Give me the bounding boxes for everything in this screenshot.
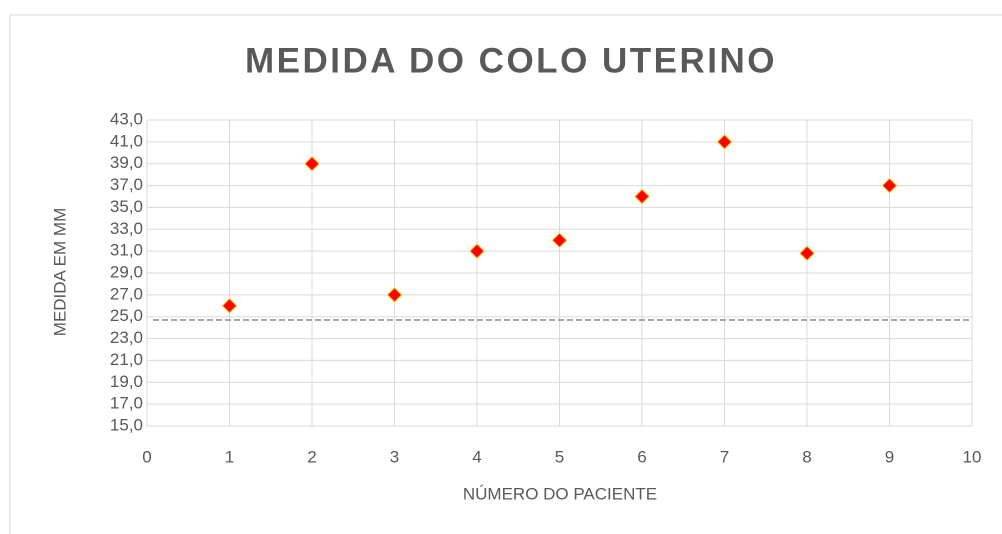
x-axis-label: NÚMERO DO PACIENTE	[463, 484, 657, 503]
y-tick-label: 15,0	[110, 415, 143, 434]
x-tick-label: 10	[963, 447, 982, 466]
data-point	[469, 243, 485, 259]
data-point	[716, 134, 733, 150]
x-tick-label: 7	[720, 447, 729, 466]
x-tick-label: 0	[142, 447, 151, 466]
y-tick-label: 23,0	[110, 328, 143, 347]
y-tick-label: 33,0	[110, 219, 143, 238]
chart-border	[9, 14, 1002, 534]
y-tick-label: 37,0	[110, 175, 143, 194]
y-tick-label: 27,0	[110, 284, 143, 303]
y-axis-label: MEDIDA EM MM	[50, 208, 69, 336]
y-tick-label: 41,0	[110, 131, 143, 150]
x-tick-label: 6	[637, 447, 646, 466]
x-tick-label: 8	[802, 447, 811, 466]
y-tick-label: 17,0	[110, 394, 143, 413]
data-point	[221, 298, 238, 314]
x-tick-label: 9	[885, 447, 894, 466]
x-tick-label: 5	[555, 447, 564, 466]
data-point	[634, 188, 650, 205]
data-point	[799, 245, 815, 262]
y-tick-label: 35,0	[110, 197, 143, 216]
data-point	[386, 287, 403, 303]
y-tick-label: 43,0	[110, 109, 143, 128]
chart-title: MEDIDA DO COLO UTERINO	[245, 41, 777, 80]
y-tick-label: 39,0	[110, 153, 143, 172]
x-tick-label: 4	[472, 447, 481, 466]
x-tick-label: 2	[307, 447, 316, 466]
y-tick-label: 25,0	[110, 306, 143, 325]
data-point	[551, 232, 568, 248]
y-tick-label: 29,0	[110, 262, 143, 281]
y-tick-label: 31,0	[110, 241, 143, 260]
data-point	[304, 156, 320, 172]
y-tick-label: 21,0	[110, 350, 143, 369]
y-tick-label: 19,0	[110, 372, 143, 391]
data-point	[881, 177, 898, 194]
x-tick-label: 3	[390, 447, 399, 466]
x-tick-label: 1	[225, 447, 234, 466]
